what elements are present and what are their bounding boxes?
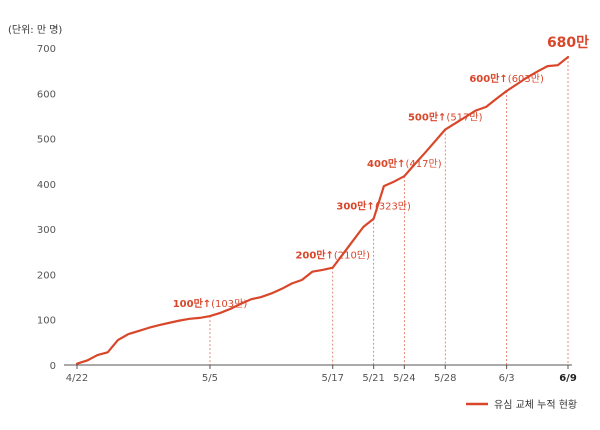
series-line	[75, 55, 570, 365]
milestone-value: (417만)	[406, 158, 442, 170]
y-tick-label: 400	[37, 180, 56, 191]
y-tick-label: 0	[50, 361, 56, 372]
milestone-annotation: 200만↑(210만)	[295, 249, 370, 262]
final-value-label: 680만	[547, 35, 589, 51]
milestone-label: 200만↑	[295, 249, 333, 262]
x-tick-label: 5/24	[393, 373, 415, 384]
series-layer	[75, 55, 570, 365]
y-tick-label: 100	[37, 316, 56, 327]
milestone-guides	[209, 57, 569, 365]
y-tick-label: 200	[37, 270, 56, 281]
milestone-label: 500만↑	[408, 111, 446, 124]
x-tick-label: 6/9	[559, 373, 577, 384]
milestone-value: (603만)	[508, 73, 544, 85]
x-tick-label: 5/17	[321, 373, 343, 384]
milestone-value: (210만)	[334, 250, 370, 262]
y-tick-label: 300	[37, 225, 56, 236]
x-tick-label: 5/21	[362, 373, 384, 384]
milestone-label: 100만↑	[173, 297, 211, 310]
milestone-label: 400만↑	[367, 157, 405, 170]
x-tick-label: 4/22	[66, 373, 88, 384]
legend-label: 유심 교체 누적 현황	[494, 399, 577, 411]
milestone-annotation: 100만↑(103만)	[173, 297, 248, 310]
milestone-value: (103만)	[211, 298, 247, 310]
milestone-label: 600만↑	[469, 72, 507, 85]
milestone-annotation: 600만↑(603만)	[469, 72, 544, 85]
y-tick-label: 500	[37, 135, 56, 146]
milestone-annotation: 300만↑(323만)	[336, 200, 411, 213]
y-tick-label: 600	[37, 89, 56, 100]
legend: 유심 교체 누적 현황	[466, 399, 577, 411]
unit-label: (단위: 만 명)	[8, 23, 62, 36]
x-tick-label: 5/5	[202, 373, 218, 384]
milestone-value: (517만)	[446, 112, 482, 124]
milestone-value: (323만)	[375, 201, 411, 213]
y-axis: 0 100 200 300 400 500 600 700	[37, 44, 56, 372]
milestone-annotation: 400만↑(417만)	[367, 157, 442, 170]
milestone-annotations: 100만↑(103만) 200만↑(210만) 300만↑(323만) 400만↑(4…	[173, 35, 589, 310]
x-axis: 4/22 5/5 5/17 5/21 5/24 5/28 6/3 6/9	[64, 364, 577, 384]
y-tick-label: 700	[37, 44, 56, 55]
milestone-label: 300만↑	[336, 200, 374, 213]
x-tick-label: 5/28	[434, 373, 456, 384]
milestone-annotation: 500만↑(517만)	[408, 111, 483, 124]
x-tick-label: 6/3	[499, 373, 515, 384]
